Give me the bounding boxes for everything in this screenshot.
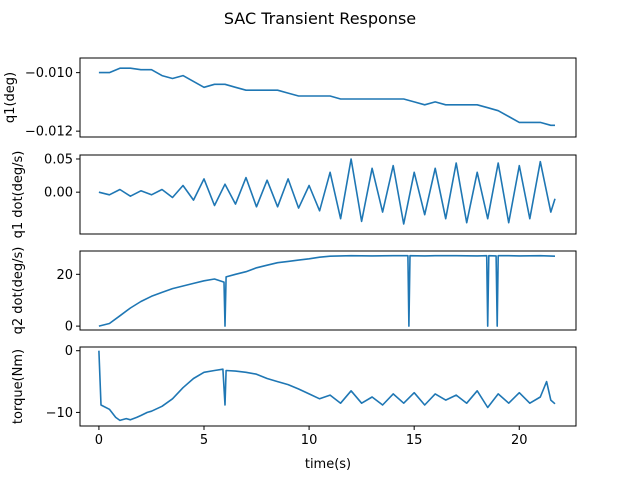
series-line-1	[98, 67, 555, 127]
plot-frame	[79, 250, 577, 331]
series-line-4	[98, 350, 556, 422]
y-tick-label: 0.05	[44, 152, 73, 167]
subplot-1: −0.010 −0.012 q1(deg)	[3, 57, 577, 140]
y-tick-label: 20	[56, 268, 73, 283]
y-tick-label: 0	[65, 320, 73, 335]
subplots: −0.010 −0.012 q1(deg) 0.05 0.00 q1 dot(deg/s)…	[3, 57, 577, 448]
y-axis-label: q2 dot(deg/s)	[11, 247, 26, 335]
subplot-4: 0 −10 torque(Nm) 0 5 10 15 20	[11, 344, 577, 448]
subplot-2: 0.05 0.00 q1 dot(deg/s)	[11, 151, 577, 239]
plot-frame	[79, 154, 577, 235]
x-tick-label: 15	[406, 433, 423, 448]
plot-frame	[79, 57, 577, 138]
y-tick-label: 0	[65, 344, 73, 359]
y-axis-label: q1 dot(deg/s)	[11, 151, 26, 239]
chart-title: SAC Transient Response	[224, 9, 416, 28]
x-axis-label: time(s)	[305, 457, 351, 472]
x-tick-label: 20	[511, 433, 528, 448]
x-tick-label: 10	[301, 433, 318, 448]
plot-frame	[79, 346, 577, 427]
x-tick-label: 5	[200, 433, 208, 448]
y-tick-label: −0.010	[25, 66, 73, 81]
series-line-2	[98, 158, 556, 225]
subplot-3: 20 0 q2 dot(deg/s)	[11, 247, 577, 335]
y-axis-label: q1(deg)	[3, 72, 18, 123]
x-tick-label: 0	[95, 433, 103, 448]
y-axis-label: torque(Nm)	[11, 349, 26, 424]
series-line-3	[98, 254, 556, 327]
y-tick-label: −10	[46, 406, 73, 421]
y-tick-label: −0.012	[25, 125, 73, 140]
y-tick-label: 0.00	[44, 186, 73, 201]
